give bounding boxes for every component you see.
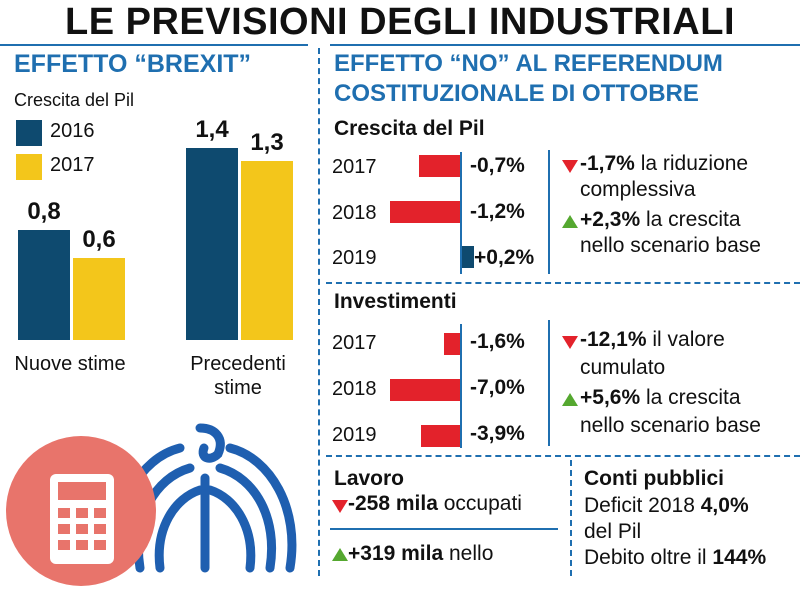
lavoro-line2-text: nello xyxy=(449,542,494,565)
right-top-separator xyxy=(330,44,800,46)
pil-section-label: Crescita del Pil xyxy=(334,117,485,140)
value-label-precedenti-2017: 1,3 xyxy=(250,129,284,157)
calculator-badge-icon xyxy=(6,436,156,586)
value-label-nuove-2017: 0,6 xyxy=(82,225,116,253)
referendum-header-line1: EFFETTO “NO” AL REFERENDUM xyxy=(334,50,723,77)
conti-line2: del Pil xyxy=(584,520,642,543)
left-top-separator xyxy=(0,44,308,46)
pil-value-2017: -0,7% xyxy=(470,154,525,177)
pil-bar-2018 xyxy=(390,201,460,223)
inv-note2-text: la crescita xyxy=(645,386,741,409)
conti-line1-value: 4,0% xyxy=(700,494,749,517)
bar-nuove-2017 xyxy=(73,257,125,340)
inv-note2-line1: +5,6% la crescita xyxy=(580,386,741,409)
pil-notes-divider xyxy=(548,150,550,274)
legend-swatch-2016 xyxy=(16,120,42,146)
legend-swatch-2017 xyxy=(16,154,42,180)
value-label-nuove-2016: 0,8 xyxy=(27,198,61,225)
conti-line3-text: Debito oltre il xyxy=(584,546,707,569)
inv-note1-text: il valore xyxy=(652,328,725,351)
inv-value-2019: -3,9% xyxy=(470,422,525,445)
up-triangle-icon xyxy=(562,393,578,406)
inv-year-2018: 2018 xyxy=(332,378,377,400)
inv-value-2018: -7,0% xyxy=(470,376,525,399)
down-triangle-icon xyxy=(562,336,578,349)
pil-note1-text: la riduzione xyxy=(640,152,749,175)
inv-note1-line1: -12,1% il valore xyxy=(580,328,725,351)
bottom-vertical-separator xyxy=(570,460,572,576)
category-label-nuove: Nuove stime xyxy=(14,353,126,375)
inv-axis xyxy=(460,324,462,448)
pil-bar-2019 xyxy=(462,246,474,268)
brexit-header: EFFETTO “BREXIT” xyxy=(14,50,252,78)
inv-section-label: Investimenti xyxy=(334,290,457,313)
legend-label-2016: 2016 xyxy=(50,120,95,142)
pil-note2-line1: +2,3% la crescita xyxy=(580,208,741,231)
inv-bar-2018 xyxy=(390,379,460,401)
legend-label-2017: 2017 xyxy=(50,154,95,176)
inv-value-2017: -1,6% xyxy=(470,330,525,353)
pil-year-2018: 2018 xyxy=(332,202,377,224)
page-title: LE PREVISIONI DEGLI INDUSTRIALI xyxy=(65,1,735,43)
lavoro-line2: +319 mila nello xyxy=(348,542,493,565)
section-divider-2 xyxy=(326,455,800,457)
up-triangle-icon xyxy=(332,548,348,561)
down-triangle-icon xyxy=(562,160,578,173)
pil-year-2019: 2019 xyxy=(332,247,377,269)
pil-note1-line2: complessiva xyxy=(580,178,696,201)
referendum-header-line2: COSTITUZIONALE DI OTTOBRE xyxy=(334,80,699,107)
conti-line1-text: Deficit 2018 xyxy=(584,494,695,517)
pil-note1-line1: -1,7% la riduzione xyxy=(580,152,748,175)
pil-value-2019: +0,2% xyxy=(474,246,535,269)
bar-precedenti-2017 xyxy=(241,161,293,340)
category-label-precedenti: Precedenti stime xyxy=(190,353,286,399)
conti-line3-value: 144% xyxy=(712,546,767,569)
pil-value-2018: -1,2% xyxy=(470,200,525,223)
conti-line3: Debito oltre il 144% xyxy=(584,546,766,569)
pil-note2-text: la crescita xyxy=(645,208,741,231)
up-triangle-icon xyxy=(562,215,578,228)
inv-bar-2017 xyxy=(444,333,460,355)
lavoro-line1-value: -258 mila xyxy=(348,492,438,515)
lavoro-section-label: Lavoro xyxy=(334,467,405,490)
section-divider-1 xyxy=(326,282,800,284)
pil-note1-value: -1,7% xyxy=(580,152,635,175)
pil-axis xyxy=(460,152,462,274)
inv-year-2017: 2017 xyxy=(332,332,377,354)
inv-bar-2019 xyxy=(421,425,460,447)
pil-year-2017: 2017 xyxy=(332,156,377,178)
conti-line1: Deficit 2018 4,0% xyxy=(584,494,749,517)
down-triangle-icon xyxy=(332,500,348,513)
pil-note2-line2: nello scenario base xyxy=(580,234,761,257)
pil-note2-value: +2,3% xyxy=(580,208,641,231)
inv-notes-divider xyxy=(548,320,550,446)
inv-note2-line2: nello scenario base xyxy=(580,414,761,437)
bar-precedenti-2016 xyxy=(186,147,238,340)
inv-note1-line2: cumulato xyxy=(580,356,666,379)
pil-bar-2017 xyxy=(419,155,460,177)
inv-note1-value: -12,1% xyxy=(580,328,647,351)
vertical-separator xyxy=(318,48,320,576)
lavoro-line1-text: occupati xyxy=(443,492,522,515)
conti-section-label: Conti pubblici xyxy=(584,467,724,490)
calculator-icon xyxy=(50,474,114,564)
lavoro-divider xyxy=(330,528,558,530)
lavoro-line2-value: +319 mila xyxy=(348,542,444,565)
brexit-subtitle: Crescita del Pil xyxy=(14,90,135,110)
inv-year-2019: 2019 xyxy=(332,424,377,446)
inv-note2-value: +5,6% xyxy=(580,386,641,409)
value-label-precedenti-2016: 1,4 xyxy=(195,115,229,143)
bar-nuove-2016 xyxy=(18,230,70,340)
lavoro-line1: -258 mila occupati xyxy=(348,492,522,515)
